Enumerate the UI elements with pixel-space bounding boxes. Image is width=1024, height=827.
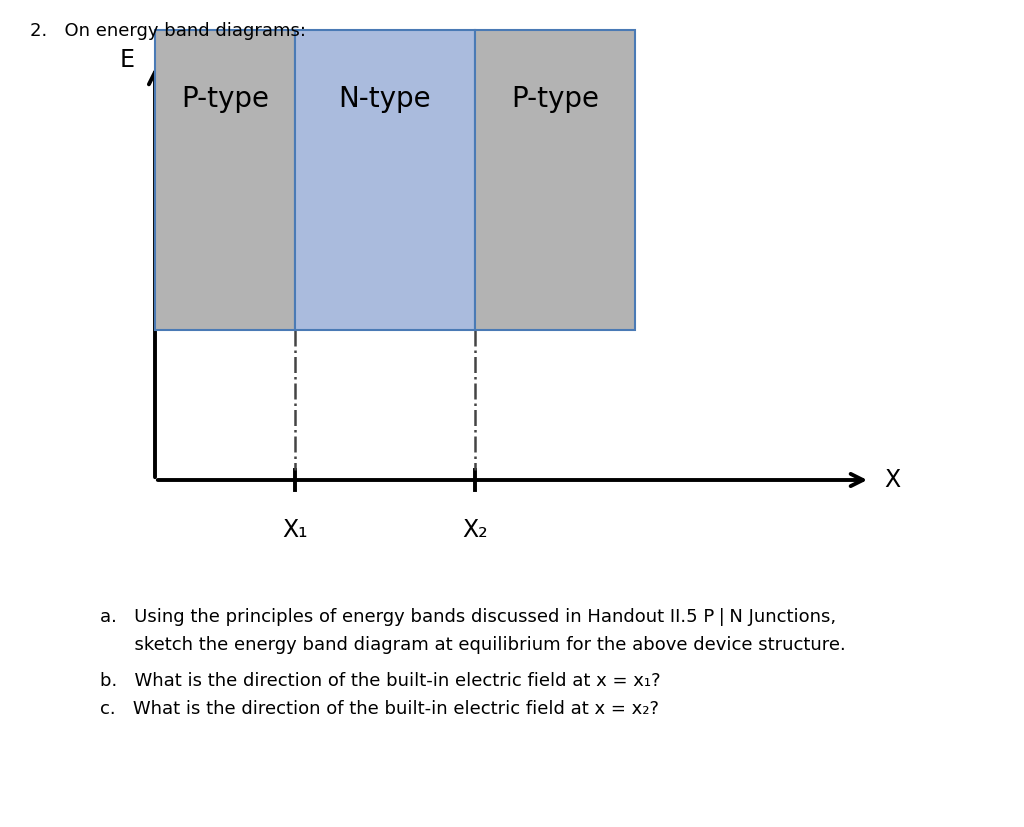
Text: c.   What is the direction of the built-in electric field at x = x₂?: c. What is the direction of the built-in…	[100, 700, 659, 718]
Text: X: X	[884, 468, 900, 492]
Text: 2.   On energy band diagrams:: 2. On energy band diagrams:	[30, 22, 306, 40]
Text: X₁: X₁	[283, 518, 308, 542]
Text: N-type: N-type	[339, 85, 431, 113]
Text: b.   What is the direction of the built-in electric field at x = x₁?: b. What is the direction of the built-in…	[100, 672, 660, 690]
Text: X₂: X₂	[462, 518, 487, 542]
Text: P-type: P-type	[181, 85, 269, 113]
Text: a.   Using the principles of energy bands discussed in Handout II.5 P❘N Junction: a. Using the principles of energy bands …	[100, 608, 837, 626]
Text: E: E	[120, 48, 134, 72]
Text: sketch the energy band diagram at equilibrium for the above device structure.: sketch the energy band diagram at equili…	[100, 636, 846, 654]
Text: P-type: P-type	[511, 85, 599, 113]
